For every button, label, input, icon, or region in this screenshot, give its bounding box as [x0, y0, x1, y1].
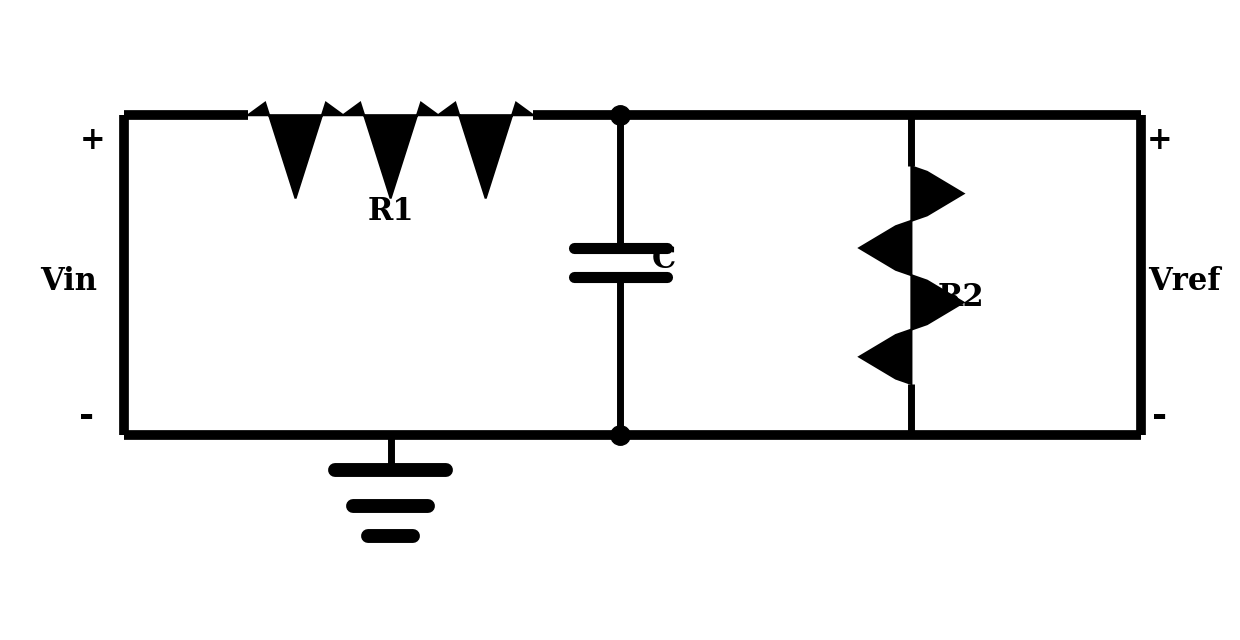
Text: R1: R1 [367, 196, 414, 227]
Text: Vref: Vref [1148, 266, 1220, 297]
Text: C: C [651, 244, 676, 275]
Text: -: - [1152, 399, 1167, 433]
Polygon shape [859, 330, 911, 384]
Text: R2: R2 [937, 282, 985, 313]
Polygon shape [248, 102, 343, 198]
Text: +: + [1147, 125, 1172, 156]
Text: +: + [81, 125, 105, 156]
Polygon shape [911, 166, 963, 221]
Text: -: - [79, 399, 94, 433]
Polygon shape [438, 102, 533, 198]
Polygon shape [859, 221, 911, 275]
Text: Vin: Vin [40, 266, 97, 297]
Polygon shape [343, 102, 438, 198]
Polygon shape [911, 275, 963, 330]
